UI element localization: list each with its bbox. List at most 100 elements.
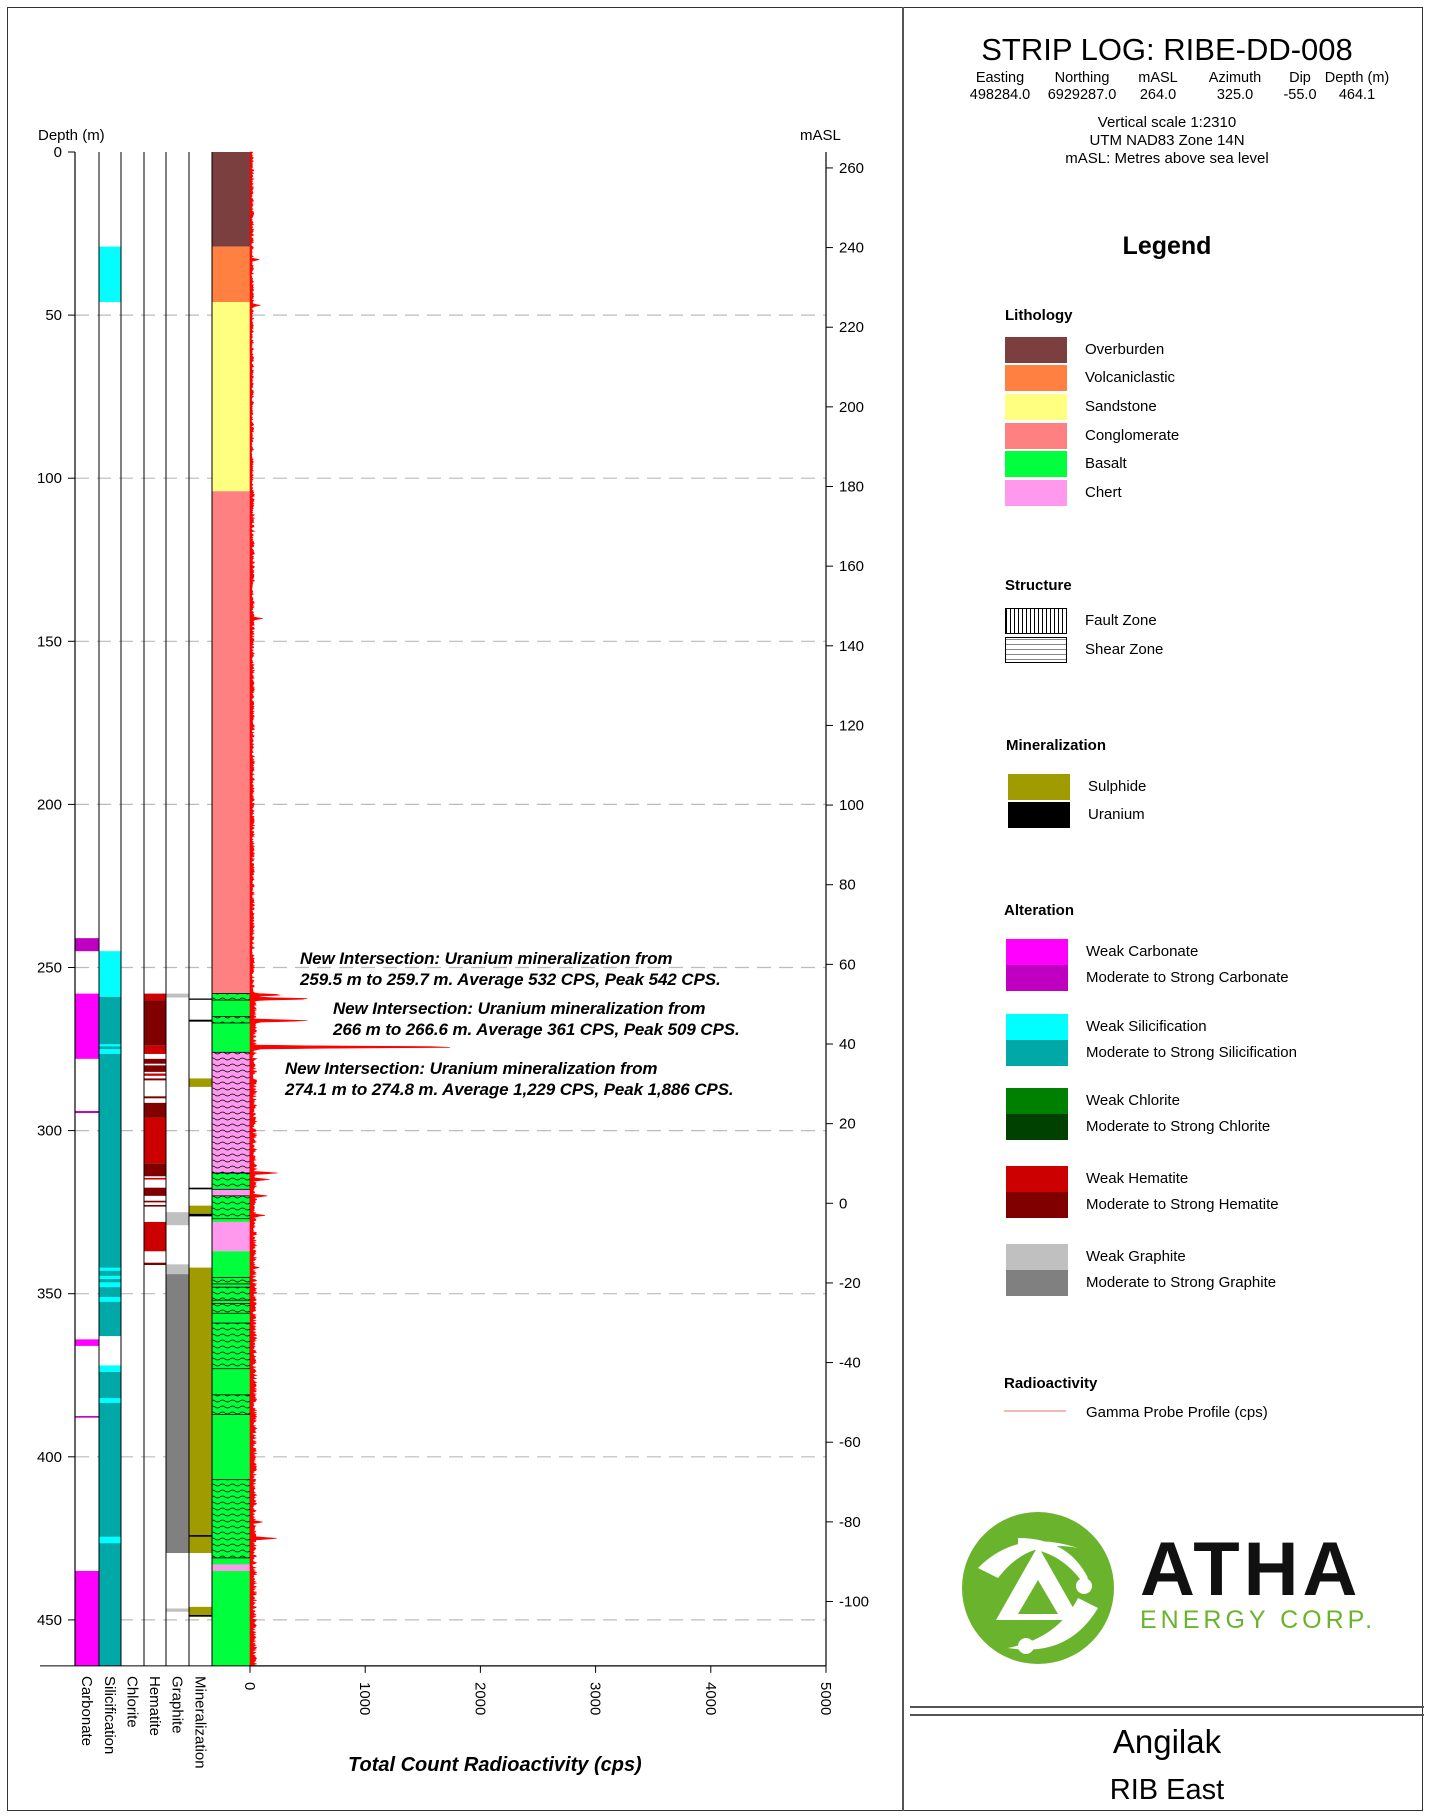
legend-swatch-moderate-to-strong-silicification [1006,1040,1068,1066]
cps-tick-label: 2000 [471,1682,488,1715]
legend-swatch-moderate-to-strong-hematite [1006,1192,1068,1218]
depth-tick-label: 350 [37,1286,62,1303]
interval-mineralization [189,1019,212,1022]
interval-mineralization [189,1606,212,1617]
interval-hematite [144,1221,166,1252]
field-value: 325.0 [1216,87,1254,103]
masl-tick-label: 140 [839,638,864,655]
interval-hematite [144,1163,166,1177]
log-title: STRIP LOG: RIBE-DD-008 [981,32,1353,67]
column-label: Silicification [101,1676,118,1754]
interval-graphite [166,993,189,998]
masl-tick-label: 180 [839,479,864,496]
strip-log-chart: Carbonate Silicification Chlorite Hematite G… [37,144,869,1769]
legend-label: Gamma Probe Profile (cps) [1086,1404,1268,1421]
masl-tick-label: -60 [839,1434,861,1451]
interval-hematite [144,1096,166,1099]
radioactivity-heading: Radioactivity [1004,1375,1098,1392]
field-value: 264.0 [1139,87,1177,103]
collar-field: Easting 498284.0 [960,70,1040,104]
shear-zone [211,1303,251,1314]
atha-logo-icon [962,1512,1114,1664]
interval-mineralization [189,1535,212,1537]
legend-swatch-basalt [1005,451,1067,477]
field-label: mASL [1138,70,1178,86]
depth-tick-label: 50 [45,307,62,324]
interval-graphite [166,1274,189,1554]
interval-silicification [99,1049,121,1054]
masl-tick-label: 120 [839,717,864,734]
masl-tick-label: 60 [839,956,856,973]
interval-hematite [144,1200,166,1203]
legend-swatch-weak-carbonate [1006,939,1068,965]
legend-label: Fault Zone [1085,612,1157,629]
annotation-line: 259.5 m to 259.7 m. Average 532 CPS, Pea… [300,970,721,989]
legend-swatch-overburden [1005,337,1067,363]
legend-label: Weak Graphite [1086,1248,1186,1265]
legend-swatch-weak-hematite [1006,1166,1068,1192]
legend-label: Sandstone [1085,398,1157,415]
page-frame [7,7,1423,1811]
legend-label: Moderate to Strong Silicification [1086,1044,1297,1061]
interval-hematite [144,1117,166,1164]
legend-label: Weak Carbonate [1086,943,1199,960]
interval-silicification [99,1267,121,1271]
shear-zone [211,1051,251,1174]
interval-silicification [99,1365,121,1372]
collar-field: Azimuth 325.0 [1192,70,1278,104]
masl-tick-label: 80 [839,877,856,894]
interval-silicification [99,996,121,1337]
interval-mineralization [189,1213,212,1217]
interval-carbonate [75,1111,99,1113]
logo-wordmark: ATHA [1140,1527,1362,1612]
shear-zone [211,1195,251,1220]
interval-hematite [144,993,166,1001]
project-name: Angilak [1112,1723,1222,1760]
shear-zone [211,993,251,1001]
interval-carbonate [75,1339,99,1346]
interval-silicification [99,951,121,997]
masl-tick-label: 240 [839,240,864,257]
cps-tick-label: 3000 [587,1682,604,1715]
shear-zone [211,1286,251,1301]
collar-field: Depth (m) 464.1 [1322,70,1392,104]
footer-divider [910,1706,1424,1708]
legend-swatch-weak-silicification [1006,1014,1068,1040]
masl-tick-label: -100 [839,1594,869,1611]
intersection-annotation: New Intersection: Uranium mineralization… [285,1058,734,1100]
x-axis-title: Total Count Radioactivity (cps) [348,1754,642,1776]
collar-field: Dip -55.0 [1278,70,1322,104]
interval-mineralization [189,1615,212,1617]
interval-silicification [99,1536,121,1544]
column-label: Graphite [169,1676,186,1734]
masl-tick-label: 20 [839,1116,856,1133]
legend-label: Weak Silicification [1086,1018,1207,1035]
footer-divider [910,1714,1424,1716]
lithology-chert [212,1564,250,1571]
legend-label: Shear Zone [1085,641,1164,658]
interval-hematite [144,1045,166,1054]
interval-graphite [166,1212,189,1226]
interval-graphite [166,1608,189,1612]
interval-graphite [166,1264,189,1275]
shear-zone [211,1276,251,1285]
masl-tick-label: 40 [839,1036,856,1053]
interval-carbonate [75,1416,99,1418]
field-label: Dip [1289,70,1311,86]
interval-silicification [99,1044,121,1047]
masl-tick-label: -40 [839,1355,861,1372]
legend-swatch-conglomerate [1005,423,1067,449]
legend-swatch-fault-zone [1005,608,1067,634]
legend-label: Uranium [1088,806,1145,823]
note-masl: mASL: Metres above sea level [1065,150,1269,167]
interval-mineralization [189,998,212,1000]
logo-subtitle: ENERGY CORP. [1140,1606,1377,1634]
legend-label: Conglomerate [1085,427,1180,444]
interval-mineralization [189,1187,212,1190]
shear-zone [211,1172,251,1190]
legend-label: Moderate to Strong Graphite [1086,1274,1277,1291]
shear-zone [211,1394,251,1415]
annotation-line: New Intersection: Uranium mineralization… [285,1059,658,1078]
lithology-chert [212,1189,250,1196]
depth-tick-label: 200 [37,796,62,813]
